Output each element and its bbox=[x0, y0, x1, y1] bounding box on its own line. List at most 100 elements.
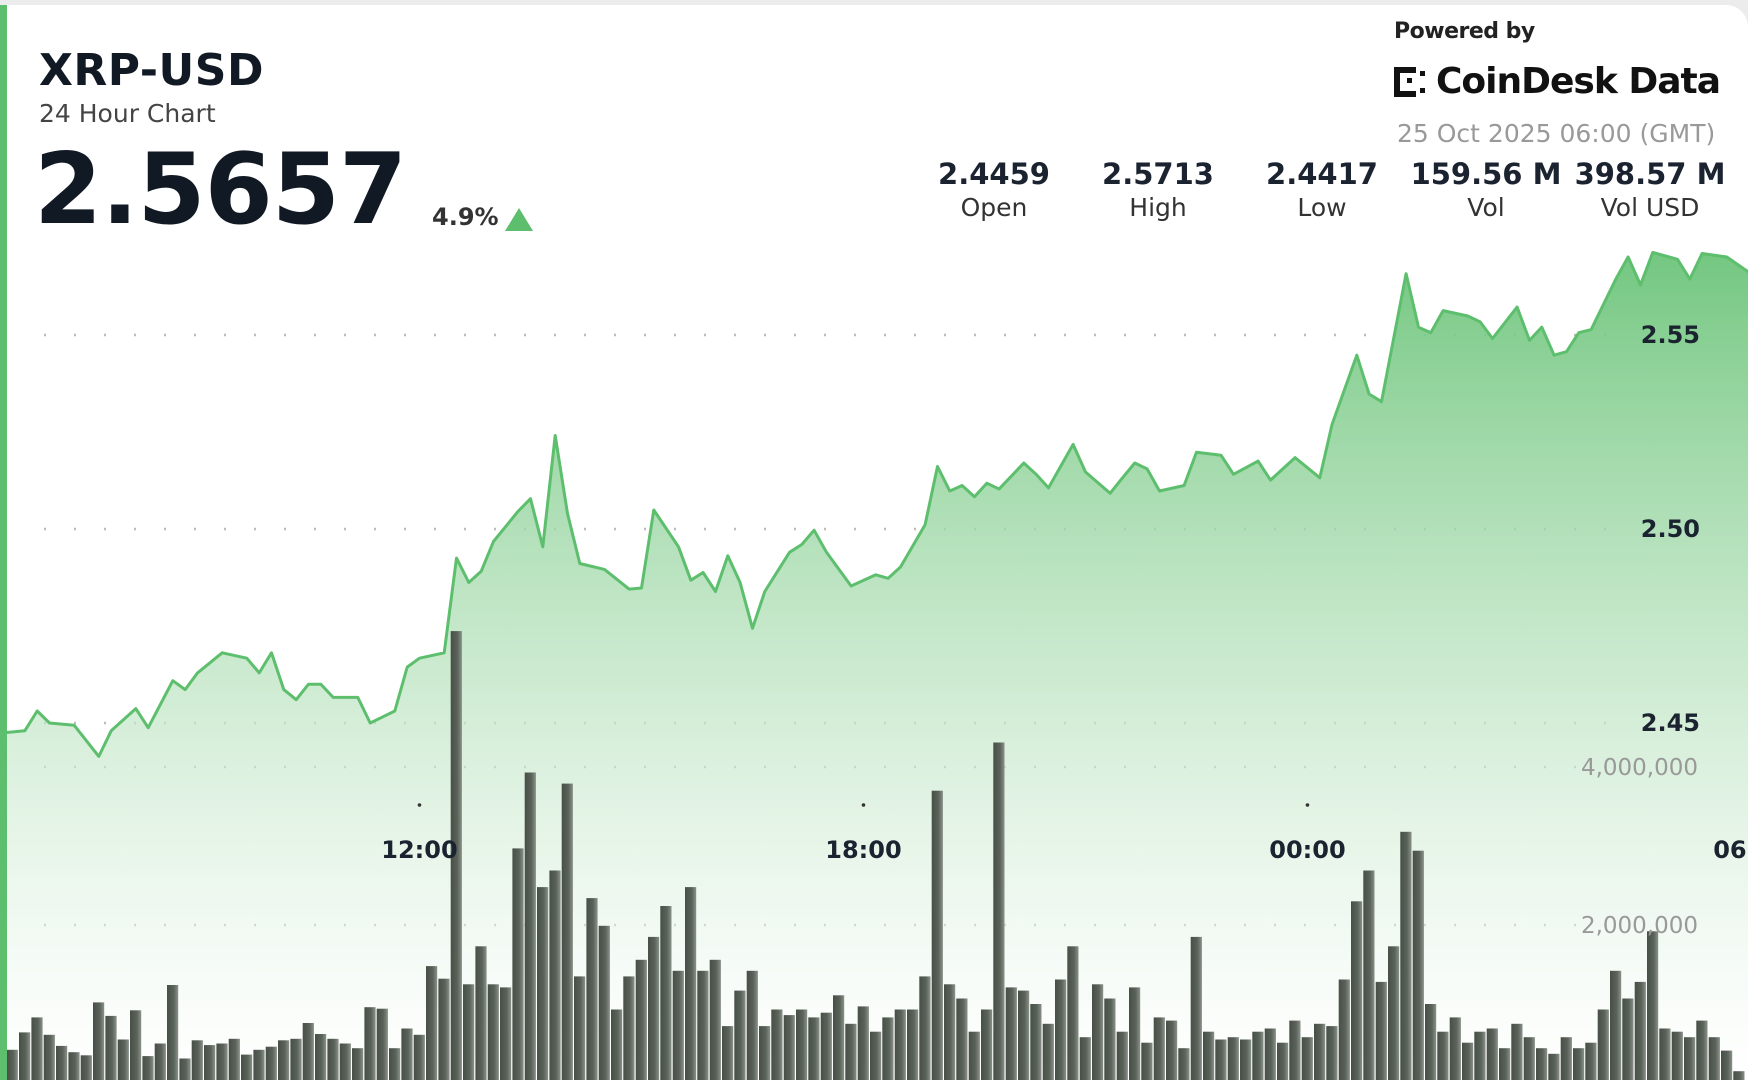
volume-bar bbox=[364, 1007, 376, 1080]
volume-bar bbox=[734, 990, 746, 1080]
volume-bar bbox=[302, 1023, 314, 1080]
volume-bar bbox=[820, 1012, 832, 1080]
stat-label: Low bbox=[1297, 193, 1347, 222]
volume-bar bbox=[1104, 998, 1116, 1080]
stat-low: 2.4417 Low bbox=[1237, 157, 1407, 222]
time-axis-label: 00:00 bbox=[1269, 836, 1345, 864]
volume-axis-label: 2,000,000 bbox=[1581, 913, 1698, 939]
volume-bar bbox=[1449, 1017, 1461, 1080]
stat-vol-usd: 398.57 M Vol USD bbox=[1565, 157, 1735, 222]
price-volume-chart: 2.55 2.50 2.45 4,000,000 2,000,000 12:00 18:00… bbox=[0, 250, 1748, 1080]
up-triangle-icon bbox=[505, 208, 533, 231]
powered-by-label: Powered by bbox=[1394, 19, 1535, 44]
volume-bar bbox=[1203, 1031, 1215, 1080]
stat-label: High bbox=[1129, 193, 1187, 222]
volume-bar bbox=[1634, 981, 1646, 1080]
volume-bar bbox=[1129, 987, 1141, 1080]
volume-bar bbox=[327, 1038, 339, 1080]
volume-bar bbox=[500, 987, 512, 1080]
volume-bar bbox=[1560, 1037, 1572, 1080]
volume-bar bbox=[512, 848, 524, 1080]
volume-bar bbox=[981, 1009, 993, 1080]
volume-bar bbox=[31, 1017, 43, 1080]
volume-bar bbox=[1153, 1017, 1165, 1080]
volume-bar bbox=[1252, 1031, 1264, 1080]
volume-bar bbox=[1647, 931, 1659, 1080]
volume-bar bbox=[1141, 1042, 1153, 1080]
time-tick-mark bbox=[1305, 803, 1310, 807]
stat-value: 2.5713 bbox=[1102, 157, 1214, 191]
volume-bar bbox=[1240, 1039, 1252, 1080]
volume-bar bbox=[154, 1043, 166, 1080]
volume-bar bbox=[413, 1034, 425, 1080]
brand-name: CoinDesk Data bbox=[1436, 61, 1721, 102]
volume-bar bbox=[1400, 831, 1412, 1080]
price-line bbox=[0, 250, 1748, 758]
symbol-title: XRP-USD bbox=[39, 45, 264, 96]
volume-bar bbox=[1610, 970, 1622, 1080]
volume-bar bbox=[1721, 1050, 1733, 1080]
volume-bar bbox=[241, 1054, 253, 1080]
volume-bar bbox=[253, 1049, 265, 1080]
volume-bar bbox=[426, 966, 438, 1080]
chart-timestamp: 25 Oct 2025 06:00 (GMT) bbox=[1397, 119, 1716, 148]
volume-bar bbox=[944, 984, 956, 1080]
volume-bar bbox=[561, 783, 573, 1080]
volume-bar bbox=[1351, 901, 1363, 1080]
volume-bar bbox=[463, 984, 475, 1080]
volume-bar bbox=[993, 742, 1005, 1080]
volume-bar bbox=[623, 976, 635, 1080]
volume-bar bbox=[1511, 1023, 1523, 1080]
volume-bar bbox=[401, 1028, 413, 1080]
stat-value: 398.57 M bbox=[1574, 157, 1726, 191]
volume-bar bbox=[68, 1052, 80, 1080]
stat-high: 2.5713 High bbox=[1073, 157, 1243, 222]
volume-bar bbox=[1005, 987, 1017, 1080]
volume-bar bbox=[1412, 850, 1424, 1080]
volume-bar bbox=[1573, 1048, 1585, 1080]
volume-bar bbox=[549, 870, 561, 1080]
coindesk-logo: CoinDesk Data bbox=[1392, 61, 1721, 102]
volume-bar bbox=[722, 1026, 734, 1080]
volume-bar bbox=[191, 1040, 203, 1080]
volume-bar bbox=[894, 1009, 906, 1080]
volume-bar bbox=[1597, 1009, 1609, 1080]
volume-bar bbox=[376, 1008, 388, 1080]
volume-bar bbox=[598, 925, 610, 1080]
volume-bar bbox=[1264, 1028, 1276, 1080]
chart-subtitle: 24 Hour Chart bbox=[39, 99, 216, 128]
volume-axis-label: 4,000,000 bbox=[1581, 755, 1698, 781]
volume-bar bbox=[278, 1040, 290, 1080]
volume-bar bbox=[1289, 1020, 1301, 1080]
volume-bar bbox=[746, 970, 758, 1080]
stat-open: 2.4459 Open bbox=[909, 157, 1079, 222]
volume-bar bbox=[1178, 1048, 1190, 1080]
volume-bar bbox=[1067, 946, 1079, 1080]
volume-bar bbox=[130, 1010, 142, 1080]
volume-bar bbox=[1585, 1042, 1597, 1080]
volume-bar bbox=[93, 1002, 105, 1080]
volume-bar bbox=[1622, 998, 1634, 1080]
stat-label: Vol bbox=[1467, 193, 1505, 222]
volume-bar bbox=[1696, 1020, 1708, 1080]
volume-bar bbox=[660, 906, 672, 1080]
volume-bar bbox=[204, 1045, 216, 1080]
stat-value: 2.4459 bbox=[938, 157, 1050, 191]
volume-bar bbox=[1536, 1048, 1548, 1080]
change-percent: 4.9% bbox=[432, 203, 499, 231]
volume-bar bbox=[1388, 946, 1400, 1080]
volume-bar bbox=[1363, 870, 1375, 1080]
stat-value: 159.56 M bbox=[1410, 157, 1562, 191]
volume-bar bbox=[265, 1046, 277, 1080]
stat-value: 2.4417 bbox=[1266, 157, 1378, 191]
volume-bar bbox=[56, 1045, 68, 1080]
stat-label: Open bbox=[960, 193, 1028, 222]
volume-bar bbox=[1190, 936, 1202, 1080]
volume-bar bbox=[1733, 1071, 1745, 1080]
volume-bar bbox=[1301, 1037, 1313, 1080]
volume-bar bbox=[1116, 1031, 1128, 1080]
volume-bar bbox=[783, 1015, 795, 1080]
volume-bar bbox=[179, 1058, 191, 1080]
volume-bar bbox=[1375, 981, 1387, 1080]
volume-bar bbox=[845, 1023, 857, 1080]
